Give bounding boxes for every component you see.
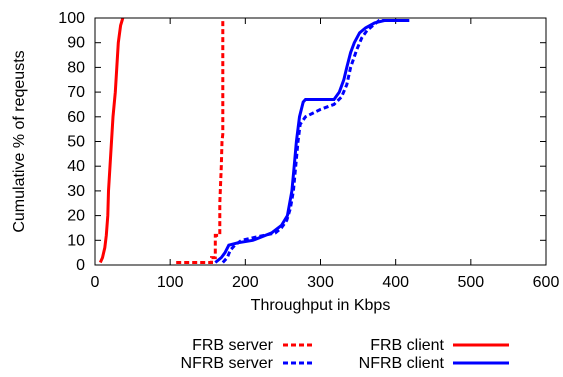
y-tick-label: 80: [67, 59, 85, 76]
legend-label: FRB client: [370, 337, 444, 354]
y-tick-label: 50: [67, 134, 85, 151]
series-layer: [98, 17, 410, 264]
y-tick-label: 0: [76, 257, 85, 274]
x-tick-label: 400: [382, 274, 409, 291]
y-tick-label: 100: [58, 10, 85, 27]
axes-layer: 0 100 200 300 400 500 600 0 10 20 30 40 50 60 70 80 90 10…: [58, 10, 559, 291]
legend-label: FRB server: [192, 337, 274, 354]
x-tick-label: 100: [157, 274, 184, 291]
series-line-nfrb-server: [221, 19, 410, 264]
x-tick-label: 300: [307, 274, 334, 291]
y-tick-label: 90: [67, 35, 85, 52]
y-tick-label: 30: [67, 183, 85, 200]
y-tick-label: 20: [67, 208, 85, 225]
x-tick-label: 200: [232, 274, 259, 291]
series-line-frb-server: [176, 18, 225, 264]
y-tick-label: 70: [67, 84, 85, 101]
x-tick-label: 500: [457, 274, 484, 291]
y-tick-label: 60: [67, 109, 85, 126]
y-tick-label: 40: [67, 158, 85, 175]
y-axis-title: Cumulative % of reqeusts: [11, 50, 28, 232]
legend-label: NFRB client: [359, 355, 445, 372]
series-line-nfrb-client: [214, 19, 410, 264]
x-tick-label: 0: [91, 274, 100, 291]
x-axis-title: Throughput in Kbps: [251, 297, 391, 314]
y-tick-label: 10: [67, 232, 85, 249]
legend: FRB server FRB client NFRB server NFRB clie…: [181, 337, 509, 372]
legend-label: NFRB server: [181, 355, 274, 372]
plot-frame: [94, 17, 547, 266]
series-line-frb-client: [98, 17, 125, 264]
x-tick-label: 600: [533, 274, 560, 291]
